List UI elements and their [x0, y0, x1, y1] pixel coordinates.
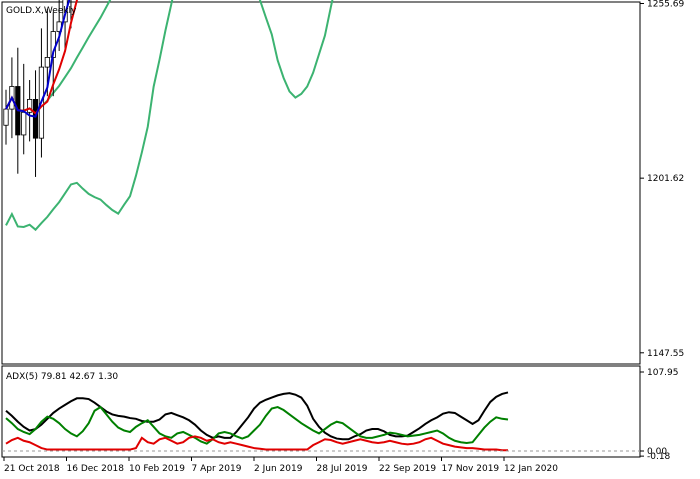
price-axis: 1688.251634.151580.111526.011471.971417.…: [640, 0, 684, 359]
plus-di-line: [5, 405, 509, 445]
indicator-title: ADX(5) 79.81 42.67 1.30: [6, 372, 118, 382]
time-tick-label: 21 Oct 2018: [4, 464, 60, 474]
indicator-axis: 107.95 0.00-0.18: [2, 368, 679, 462]
time-tick-label: 17 Nov 2019: [442, 464, 500, 474]
candle-up: [27, 99, 33, 113]
bollinger-bands: [5, 0, 334, 232]
indicator-tick-label: -0.18: [647, 452, 671, 462]
minus-di-line: [5, 435, 508, 452]
slow-moving-average: [5, 0, 78, 115]
indicator-tick-label: 107.95: [647, 368, 679, 378]
main-price-panel[interactable]: 1548.111528.23 1688.251634.151580.111526…: [1, 0, 688, 365]
time-tick-label: 16 Dec 2018: [67, 464, 125, 474]
candle-up: [44, 57, 50, 68]
indicator-tick-label: 0.00: [647, 447, 667, 457]
time-tick-label: 7 Apr 2019: [192, 464, 242, 474]
fast-moving-average: [5, 0, 71, 118]
time-tick-label: 2 Jun 2019: [254, 464, 303, 474]
indicator-panel-frame: [1, 365, 641, 458]
price-tick-label: 1201.62: [647, 174, 684, 184]
main-panel-frame: [1, 1, 641, 365]
candle-up: [3, 108, 9, 126]
candle-up: [21, 111, 27, 136]
bollinger-middle-band: [5, 0, 112, 115]
moving-averages: [5, 0, 78, 118]
adx-indicator-panel[interactable]: 107.95 0.00-0.18 ADX(5) 79.81 42.67 1.30: [1, 365, 679, 462]
time-tick-label: 28 Jul 2019: [317, 464, 368, 474]
time-axis: 21 Oct 2018 16 Dec 2018 10 Feb 2019 7 Apr 2…: [3, 457, 558, 474]
time-tick-label: 22 Sep 2019: [379, 464, 436, 474]
main-chart-title: GOLD.X,Weekly: [6, 6, 77, 16]
candles: [3, 0, 72, 177]
adx-line: [5, 391, 509, 441]
price-tick-label: 1147.55: [647, 349, 684, 359]
adx-lines: [5, 391, 509, 452]
time-tick-label: 12 Jan 2020: [504, 464, 558, 474]
time-tick-label: 10 Feb 2019: [129, 464, 185, 474]
candle-down: [32, 99, 39, 139]
bollinger-lower-band: [5, 0, 334, 232]
price-tick-label: 1255.69: [647, 0, 684, 10]
